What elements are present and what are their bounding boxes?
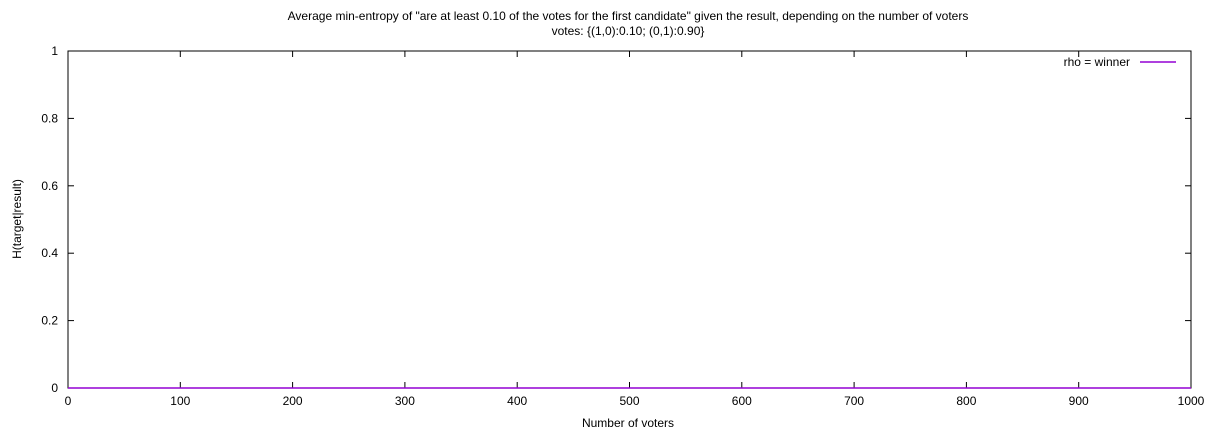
chart-title: Average min-entropy of "are at least 0.1… <box>288 9 969 23</box>
chart-subtitle: votes: {(1,0):0.10; (0,1):0.90} <box>552 24 705 38</box>
x-tick-label: 700 <box>844 394 864 408</box>
x-tick-label: 600 <box>732 394 752 408</box>
x-tick-label: 1000 <box>1178 394 1205 408</box>
y-tick-label: 0.6 <box>41 179 58 193</box>
x-axis: 0 100 200 300 400 500 600 700 800 900 1000 <box>65 51 1205 408</box>
plot-frame <box>67 50 1192 389</box>
y-axis: 0 0.2 0.4 0.6 0.8 1 <box>41 44 1191 395</box>
x-tick-label: 800 <box>956 394 976 408</box>
x-tick-label: 100 <box>170 394 190 408</box>
x-axis-label: Number of voters <box>582 416 674 430</box>
x-tick-label: 500 <box>619 394 639 408</box>
x-tick-label: 0 <box>65 394 72 408</box>
y-tick-label: 0.4 <box>41 246 58 260</box>
y-tick-label: 0 <box>51 381 58 395</box>
y-axis-label: H(target|result) <box>10 179 24 259</box>
legend-label: rho = winner <box>1064 55 1130 69</box>
x-tick-label: 900 <box>1069 394 1089 408</box>
legend: rho = winner <box>1064 55 1176 69</box>
x-tick-label: 400 <box>507 394 527 408</box>
y-tick-label: 1 <box>51 44 58 58</box>
x-tick-label: 200 <box>283 394 303 408</box>
x-tick-label: 300 <box>395 394 415 408</box>
y-tick-label: 0.2 <box>41 314 58 328</box>
y-tick-label: 0.8 <box>41 111 58 125</box>
